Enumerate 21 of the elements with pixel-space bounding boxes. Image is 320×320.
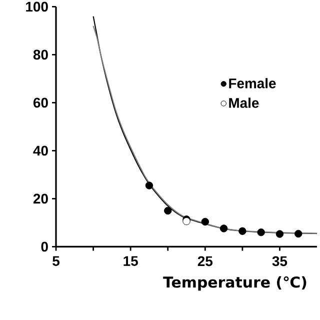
x-axis-title: Temperature (℃) bbox=[163, 276, 306, 291]
point bbox=[276, 230, 284, 238]
point bbox=[164, 206, 172, 215]
point bbox=[201, 218, 209, 226]
y-tick-label: 20 bbox=[33, 194, 48, 204]
point bbox=[238, 227, 246, 235]
legend-label: Female bbox=[229, 78, 276, 88]
y-tick-label: 100 bbox=[26, 2, 48, 12]
point bbox=[294, 230, 302, 238]
y-tick-label: 80 bbox=[33, 50, 48, 60]
legend-label: Male bbox=[229, 98, 259, 108]
y-tick-label: 40 bbox=[33, 146, 48, 156]
point bbox=[145, 182, 154, 190]
x-tick-label: 25 bbox=[198, 256, 213, 266]
y-tick-label: 0 bbox=[41, 242, 48, 252]
x-tick-label: 15 bbox=[124, 256, 138, 266]
x-tick-label: 35 bbox=[272, 256, 288, 266]
y-tick-label: 60 bbox=[33, 98, 48, 108]
x-tick-label: 5 bbox=[52, 256, 60, 266]
point bbox=[257, 228, 265, 236]
point bbox=[220, 224, 228, 232]
